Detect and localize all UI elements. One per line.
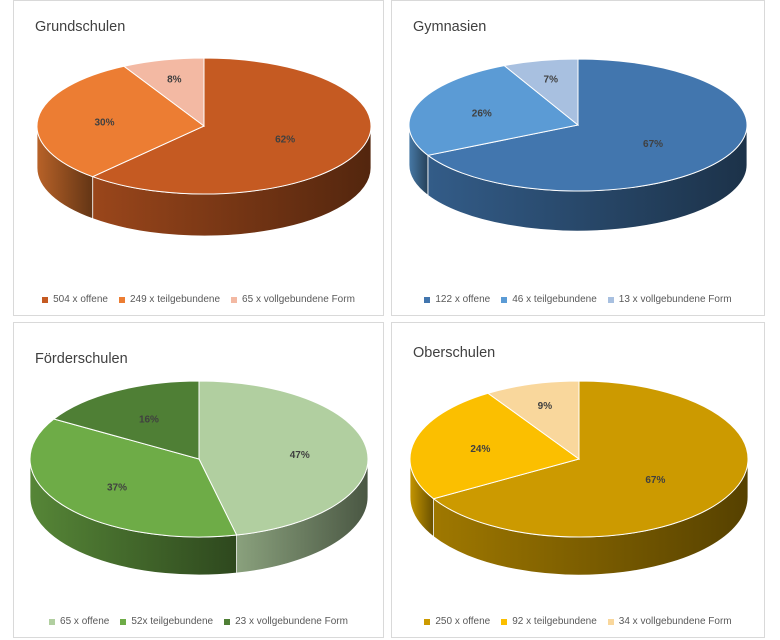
- pie-slice-504-x-offene: [91, 57, 372, 195]
- legend-label: 250 x offene: [435, 616, 491, 627]
- legend-item: 92 x teilgebundene: [501, 616, 597, 627]
- legend-label: 249 x teilgebundene: [129, 294, 221, 305]
- legend-label: 13 x vollgebundene Form: [618, 294, 732, 305]
- slice-percent-label: 16%: [139, 414, 159, 425]
- chart-legend: 250 x offene 92 x teilgebundene 34 x vollg…: [392, 616, 764, 627]
- legend-item: 249 x teilgebundene: [118, 294, 221, 305]
- slice-percent-label: 7%: [544, 75, 559, 86]
- legend-label: 23 x vollgebundene Form: [235, 616, 348, 627]
- chart-legend: 122 x offene 46 x teilgebundene 13 x vollg…: [392, 294, 764, 305]
- legend-label: 65 x vollgebundene Form: [242, 294, 355, 305]
- legend-swatch: [424, 618, 431, 625]
- pie-chart: 67% 24% 9%: [409, 380, 749, 576]
- pie-slice-13-x-vollgebundene-form: [503, 58, 579, 127]
- chart-panel-gymnasien: Gymnasien 67% 26% 7% 122 x offene 46 x teil…: [391, 0, 765, 316]
- slice-percent-label: 26%: [472, 109, 492, 120]
- legend-swatch: [120, 618, 127, 625]
- slice-percent-label: 9%: [538, 401, 553, 412]
- legend-item: 52x teilgebundene: [120, 616, 213, 627]
- chart-title: Förderschulen: [35, 351, 128, 367]
- chart-panel-oberschulen: Oberschulen 67% 24% 9% 250 x offene 92 x te…: [391, 322, 765, 638]
- slice-percent-label: 30%: [94, 117, 114, 128]
- legend-item: 13 x vollgebundene Form: [607, 294, 732, 305]
- legend-item: 250 x offene: [424, 616, 490, 627]
- pie-slice-46-x-teilgebundene: [408, 65, 580, 156]
- chart-title: Oberschulen: [413, 345, 496, 361]
- legend-swatch: [607, 618, 614, 625]
- pie-slice-23-x-vollgebundene-form: [52, 380, 200, 460]
- legend-item: 46 x teilgebundene: [501, 294, 597, 305]
- slice-percent-label: 8%: [167, 75, 182, 86]
- pie-slice-52x-teilgebundene: [29, 418, 238, 538]
- legend-label: 46 x teilgebundene: [512, 294, 597, 305]
- chart-legend: 504 x offene 249 x teilgebundene 65 x voll…: [14, 294, 383, 305]
- pie-chart: 67% 26% 7%: [408, 58, 748, 232]
- slice-percent-label: 62%: [275, 135, 295, 146]
- chart-panel-grundschulen: Grundschulen 62% 30% 8% 504 x offene 249 x …: [13, 0, 384, 316]
- pie-slice-92-x-teilgebundene: [409, 392, 581, 500]
- legend-swatch: [118, 296, 125, 303]
- slice-percent-label: 37%: [107, 483, 127, 494]
- chart-legend: 65 x offene 52x teilgebundene 23 x vollgeb…: [14, 616, 383, 627]
- pie-top: [408, 58, 748, 192]
- legend-swatch: [49, 618, 56, 625]
- pie-top: [409, 380, 749, 538]
- legend-swatch: [224, 618, 231, 625]
- legend-swatch: [231, 296, 238, 303]
- chart-title: Gymnasien: [413, 19, 487, 35]
- legend-item: 122 x offene: [424, 294, 490, 305]
- slice-percent-label: 67%: [645, 475, 665, 486]
- legend-swatch: [501, 618, 508, 625]
- legend-label: 92 x teilgebundene: [512, 616, 597, 627]
- legend-label: 122 x offene: [435, 294, 491, 305]
- legend-item: 65 x vollgebundene Form: [231, 294, 355, 305]
- legend-label: 34 x vollgebundene Form: [618, 616, 732, 627]
- legend-swatch: [501, 296, 508, 303]
- legend-item: 23 x vollgebundene Form: [224, 616, 348, 627]
- pie-slice-249-x-teilgebundene: [36, 65, 205, 178]
- legend-swatch: [607, 296, 614, 303]
- pie-slice-34-x-vollgebundene-form: [486, 380, 580, 460]
- legend-label: 65 x offene: [60, 616, 110, 627]
- legend-item: 504 x offene: [42, 294, 108, 305]
- pie-top: [29, 380, 369, 538]
- pie-slice-122-x-offene: [426, 58, 748, 192]
- legend-item: 65 x offene: [49, 616, 109, 627]
- pie-slice-250-x-offene: [432, 380, 749, 538]
- pie-top: [36, 57, 372, 195]
- slice-percent-label: 67%: [643, 139, 663, 150]
- pie-chart: 62% 30% 8%: [36, 57, 372, 237]
- slice-percent-label: 24%: [470, 444, 490, 455]
- slice-percent-label: 47%: [290, 450, 310, 461]
- legend-label: 52x teilgebundene: [131, 616, 214, 627]
- pie-slice-65-x-vollgebundene-form: [122, 57, 205, 127]
- chart-panel-foerderschulen: Förderschulen 47% 37% 16% 65 x offene 52x t…: [13, 322, 384, 638]
- chart-title: Grundschulen: [35, 19, 126, 35]
- legend-label: 504 x offene: [53, 294, 108, 305]
- legend-item: 34 x vollgebundene Form: [607, 616, 732, 627]
- legend-swatch: [424, 296, 431, 303]
- pie-chart: 47% 37% 16%: [29, 380, 369, 576]
- legend-swatch: [42, 296, 49, 303]
- pie-slice-65-x-offene: [198, 380, 369, 536]
